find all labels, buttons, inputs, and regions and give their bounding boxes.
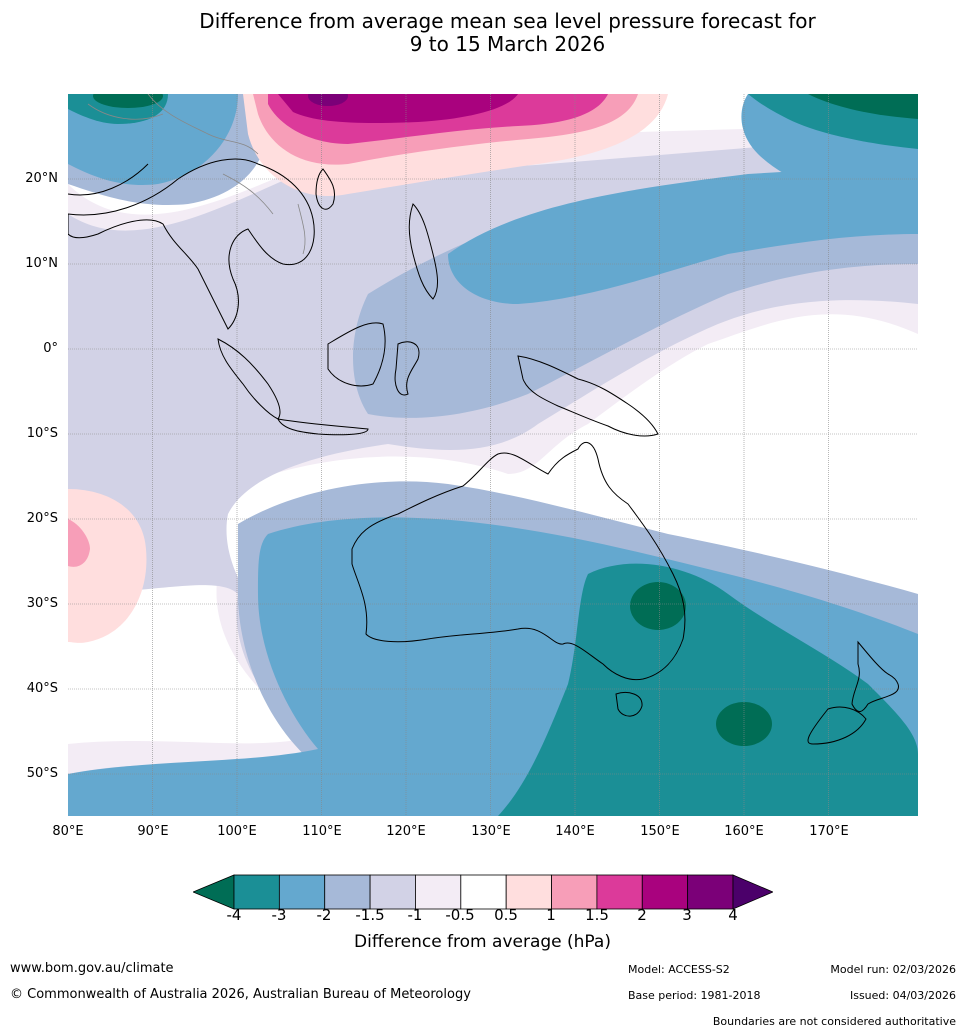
map-title: Difference from average mean sea level p… [0,10,965,56]
lat-label-30s: 30°S [26,596,58,611]
lat-label-20s: 20°S [26,511,58,526]
colorbar-end-low [193,874,235,910]
colorbar-segment [324,874,371,910]
cb-tick: -3 [271,906,287,924]
lon-label-90e: 90°E [137,824,169,839]
lon-label-100e: 100°E [217,824,257,839]
lon-label-80e: 80°E [52,824,84,839]
colorbar-segment [551,874,598,910]
issued-text: Issued: 04/03/2026 [849,989,956,1002]
pressure-anomaly-map [68,94,918,816]
cb-tick: -4 [226,906,242,924]
colorbar-segment [278,874,326,910]
colorbar-segment [505,874,552,910]
cb-tick: -2 [316,906,332,924]
title-line-2: 9 to 15 March 2026 [409,32,606,56]
colorbar-segment [233,874,280,910]
lat-label-10n: 10°N [25,256,58,271]
lon-label-170e: 170°E [809,824,849,839]
disclaimer-text: Boundaries are not considered authoritat… [712,1015,956,1028]
website-link[interactable]: www.bom.gov.au/climate [10,961,174,976]
colorbar-segment [687,874,734,910]
lat-label-20n: 20°N [25,171,58,186]
colorbar-segment [460,874,507,910]
lat-label-40s: 40°S [26,681,58,696]
cb-tick: -0.5 [445,906,475,924]
cb-tick: 4 [728,906,738,924]
cb-tick: 0.5 [494,906,518,924]
lon-label-120e: 120°E [386,824,426,839]
cb-tick: 2 [637,906,647,924]
colorbar-title: Difference from average (hPa) [354,932,611,952]
cb-tick: -1.5 [355,906,385,924]
lon-label-150e: 150°E [640,824,680,839]
lat-label-10s: 10°S [26,426,58,441]
lon-label-160e: 160°E [724,824,764,839]
base-period-text: Base period: 1981-2018 [628,989,761,1002]
cb-tick: -1 [407,906,423,924]
colorbar-segment [415,874,462,910]
cb-tick: 1.5 [585,906,609,924]
lat-label-50s: 50°S [26,766,58,781]
colorbar-end-high [732,874,773,910]
model-text: Model: ACCESS-S2 [628,963,730,976]
lon-label-130e: 130°E [471,824,511,839]
colorbar [193,874,773,910]
cb-tick: 1 [546,906,556,924]
model-run-text: Model run: 02/03/2026 [830,963,956,976]
lon-label-140e: 140°E [555,824,595,839]
colorbar-segment [641,874,689,910]
colorbar-segment [369,874,416,910]
lon-label-110e: 110°E [302,824,342,839]
colorbar-segment [596,874,643,910]
title-line-1: Difference from average mean sea level p… [199,9,816,33]
copyright-text: © Commonwealth of Australia 2026, Austra… [10,987,471,1002]
cb-tick: 3 [682,906,692,924]
lat-label-0: 0° [43,341,58,356]
